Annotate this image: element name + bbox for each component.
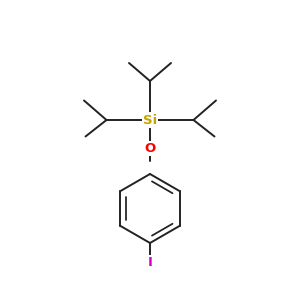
Text: O: O xyxy=(144,142,156,155)
Text: Si: Si xyxy=(143,113,157,127)
Text: I: I xyxy=(148,256,152,269)
